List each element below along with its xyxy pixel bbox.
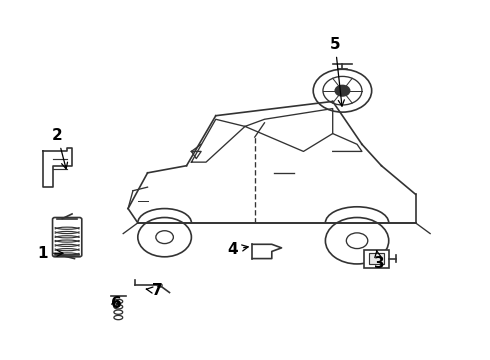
Text: 6: 6 — [111, 296, 121, 311]
Circle shape — [335, 85, 350, 96]
Text: 5: 5 — [330, 37, 344, 106]
Text: 3: 3 — [374, 251, 384, 271]
Bar — [369, 253, 384, 264]
Text: 7: 7 — [146, 283, 163, 298]
Bar — [365, 249, 389, 267]
FancyBboxPatch shape — [52, 217, 82, 257]
Text: 4: 4 — [227, 242, 248, 257]
Text: 1: 1 — [38, 246, 63, 261]
Text: 2: 2 — [52, 128, 68, 169]
